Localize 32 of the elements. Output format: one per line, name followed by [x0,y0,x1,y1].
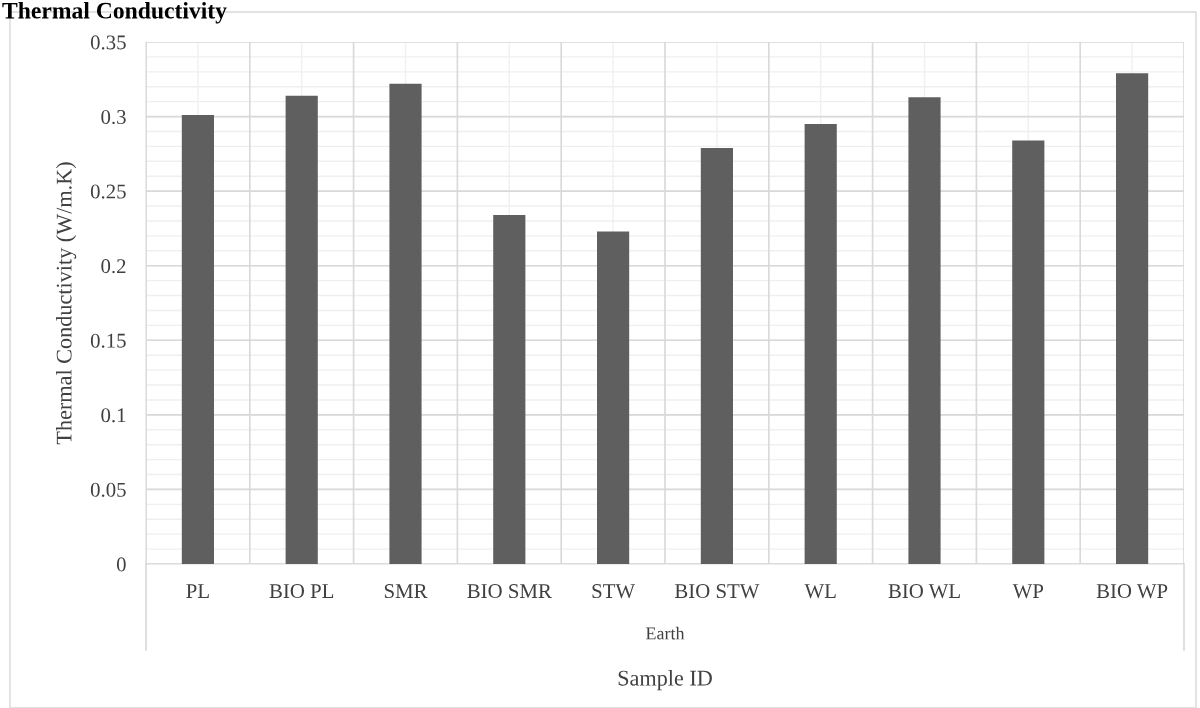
x-tick-label: STW [592,584,636,599]
text: Earth [645,626,685,640]
bar [1012,140,1045,564]
y-tick-label: 0.3 [101,109,126,125]
x-tick-label: WP [1012,584,1044,599]
x-tick-label: BIO PL [269,584,334,599]
bar [804,124,837,564]
y-tick-label: 0.25 [90,184,126,199]
bar [908,97,941,564]
y-tick-label: 0.35 [90,35,126,50]
x-tick-label: SMR [384,584,428,599]
bar [389,83,422,564]
bar [181,115,214,564]
x-tick-label: WL [804,584,836,599]
bar [597,231,630,564]
x-tick-label: BIO WP [1096,584,1168,599]
x-tick-label: BIO SMR [467,584,552,599]
x-tick-label: BIO STW [674,584,760,599]
chart-title: Thermal Conductivity [2,2,227,24]
bar [1116,73,1149,564]
x-tick-label: PL [186,584,209,598]
y-tick-label: 0 [116,557,126,572]
y-tick-label: 0.15 [90,333,126,348]
x-axis-title: Sample ID [618,670,712,691]
bar [700,147,733,564]
bar [493,215,526,564]
x-tick-label: BIO WL [888,584,960,599]
y-tick-label: 0.2 [101,259,126,274]
y-tick-label: 0.05 [90,482,126,497]
bar [285,95,318,564]
y-tick-label: 0.1 [101,408,126,423]
y-axis-title: Thermal Conductivity (W/m.K) [55,162,77,445]
